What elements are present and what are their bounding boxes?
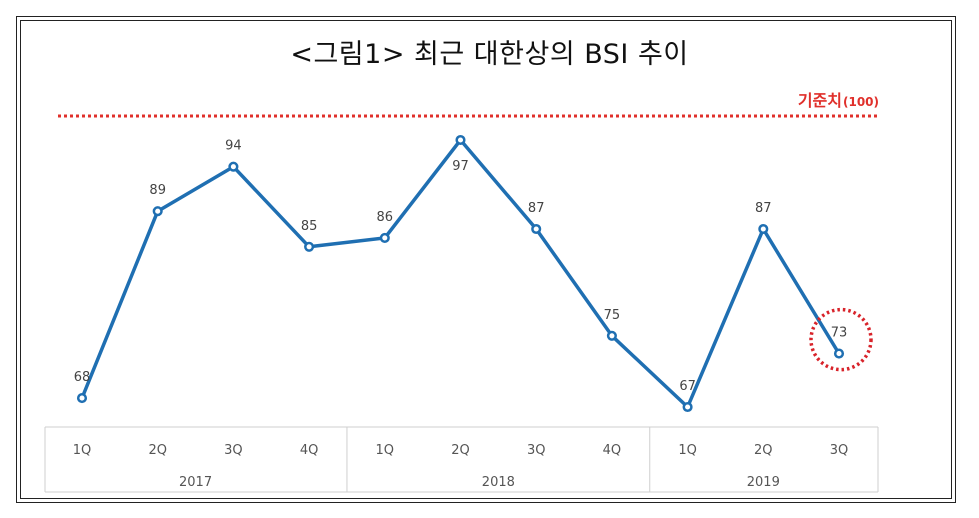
- data-point: [76, 393, 88, 404]
- data-point: [152, 206, 163, 217]
- data-point: [758, 223, 769, 235]
- x-axis: 1Q 2Q 3Q 4Q 1Q 2Q 3Q 4Q 1Q 2Q 3Q 2017 2018 2019: [44, 426, 879, 493]
- x-tick-label: 3Q: [527, 443, 546, 458]
- x-group-label: 2018: [482, 475, 515, 490]
- data-point: [531, 223, 542, 235]
- chart-title: <그림1> 최근 대한상의 BSI 추이: [290, 39, 689, 70]
- x-tick-label: 2Q: [754, 443, 773, 458]
- data-label: 94: [225, 139, 242, 154]
- x-tick-label: 4Q: [300, 443, 319, 458]
- data-label: 86: [377, 210, 394, 225]
- series-polyline: [80, 138, 841, 409]
- data-label: 67: [679, 379, 696, 394]
- data-label: 89: [149, 183, 166, 198]
- x-tick-label: 3Q: [224, 443, 243, 458]
- reference-line-group: 기준치 (100): [58, 91, 879, 118]
- data-point: [606, 330, 617, 341]
- data-label: 73: [831, 326, 848, 341]
- x-tick-label: 1Q: [73, 443, 92, 458]
- data-label: 85: [301, 219, 318, 234]
- reference-label: 기준치: [798, 91, 842, 110]
- inner-frame: [20, 20, 952, 499]
- data-point: [304, 241, 315, 252]
- data-label: 68: [74, 370, 91, 385]
- x-tick-label: 1Q: [376, 443, 395, 458]
- data-point: [228, 161, 239, 172]
- outer-frame: [16, 16, 956, 503]
- data-labels: 68 89 94 85 86 97 87 75 67 87 73: [74, 139, 848, 394]
- x-tick-label: 1Q: [678, 443, 697, 458]
- data-point: [379, 232, 390, 243]
- x-group-label: 2017: [179, 475, 212, 490]
- data-label: 97: [452, 159, 469, 174]
- x-tick-label: 2Q: [451, 443, 470, 458]
- data-label: 87: [528, 201, 545, 216]
- data-points: [76, 134, 845, 413]
- data-point: [833, 348, 845, 359]
- data-label: 75: [604, 308, 621, 323]
- reference-value-label: (100): [843, 95, 879, 109]
- highlight-circle: [809, 307, 873, 372]
- x-tick-label: 2Q: [148, 443, 167, 458]
- data-point: [682, 401, 693, 413]
- data-point: [455, 134, 466, 146]
- series-line: [80, 138, 841, 409]
- x-tick-label: 4Q: [603, 443, 622, 458]
- x-group-label: 2019: [747, 475, 780, 490]
- x-tick-label: 3Q: [830, 443, 849, 458]
- data-label: 87: [755, 201, 772, 216]
